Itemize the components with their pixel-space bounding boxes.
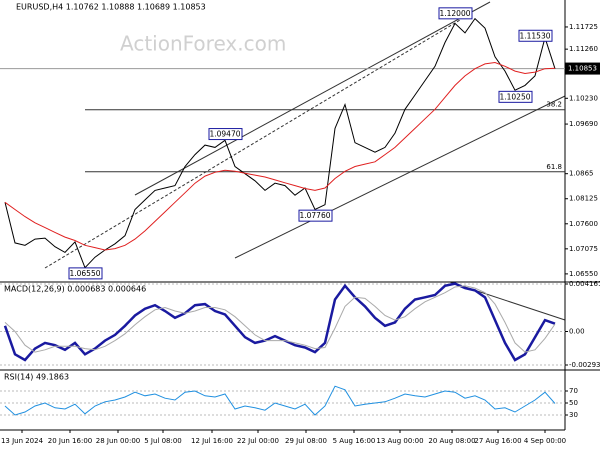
panel-title: RSI(14) 49.1863 [4, 373, 69, 382]
x-tick-label: 27 Aug 16:00 [474, 437, 521, 445]
fib-label: 61.8 [546, 163, 562, 171]
y-tick-label: 1.11725 [569, 23, 598, 31]
current-price-label: 1.10853 [568, 65, 597, 73]
series-line [3, 282, 556, 362]
panel-title: MACD(12,26,9) 0.000683 0.000646 [4, 285, 146, 294]
y-tick-label: 0.004161 [569, 280, 600, 288]
channel-line [234, 95, 566, 259]
series-line [4, 61, 556, 251]
series-line [4, 385, 556, 416]
x-tick-label: 4 Sep 00:00 [524, 437, 566, 445]
fib-label: 38.2 [546, 101, 562, 109]
x-tick-label: 13 Aug 00:00 [376, 437, 423, 445]
y-tick-label: 70 [569, 387, 578, 395]
x-tick-label: 12 Jul 16:00 [191, 437, 233, 445]
price-annotation: 1.11530 [519, 31, 550, 40]
price-annotation: 1.12000 [439, 9, 470, 18]
x-tick-label: 28 Jun 00:00 [96, 437, 140, 445]
price-annotation-box [68, 267, 103, 280]
price-annotation-box [208, 128, 243, 141]
y-tick-label: 1.10230 [569, 94, 598, 102]
y-tick-label: 50 [569, 399, 578, 407]
x-tick-label: 20 Jun 16:00 [48, 437, 92, 445]
price-annotation-box [498, 90, 533, 103]
price-annotation: 1.07760 [299, 211, 330, 220]
price-annotation: 1.09470 [209, 130, 240, 139]
series-line [4, 17, 556, 269]
y-tick-label: 1.0865 [569, 170, 594, 178]
y-tick-label: 30 [569, 411, 578, 419]
x-tick-label: 13 Jun 2024 [1, 437, 44, 445]
y-tick-label: 1.07075 [569, 245, 598, 253]
watermark: ActionForex.com [120, 32, 286, 56]
y-tick-label: -0.002934 [569, 361, 600, 369]
price-annotation-box [438, 7, 473, 20]
x-tick-label: 29 Jul 08:00 [285, 437, 327, 445]
x-tick-label: 5 Aug 16:00 [333, 437, 376, 445]
y-tick-label: 1.11260 [569, 45, 598, 53]
header: EURUSD,H4 1.10762 1.10888 1.10689 1.1085… [16, 3, 206, 12]
y-tick-label: 1.07600 [569, 220, 598, 228]
price-annotation: 1.06550 [69, 269, 100, 278]
price-annotation: 1.10250 [499, 92, 530, 101]
x-tick-label: 22 Jul 00:00 [237, 437, 279, 445]
current-price-box [565, 62, 600, 75]
series-line [4, 285, 556, 353]
price-annotation-box [518, 29, 553, 42]
x-tick-label: 5 Jul 08:00 [144, 437, 182, 445]
trend-line [44, 19, 461, 269]
y-tick-label: 1.09690 [569, 120, 598, 128]
x-tick-label: 20 Aug 08:00 [428, 437, 475, 445]
price-annotation-box [298, 209, 333, 222]
y-tick-label: 0.00 [569, 328, 585, 336]
y-tick-label: 1.08125 [569, 195, 598, 203]
channel-line [134, 1, 491, 196]
y-tick-label: 1.06550 [569, 270, 598, 278]
